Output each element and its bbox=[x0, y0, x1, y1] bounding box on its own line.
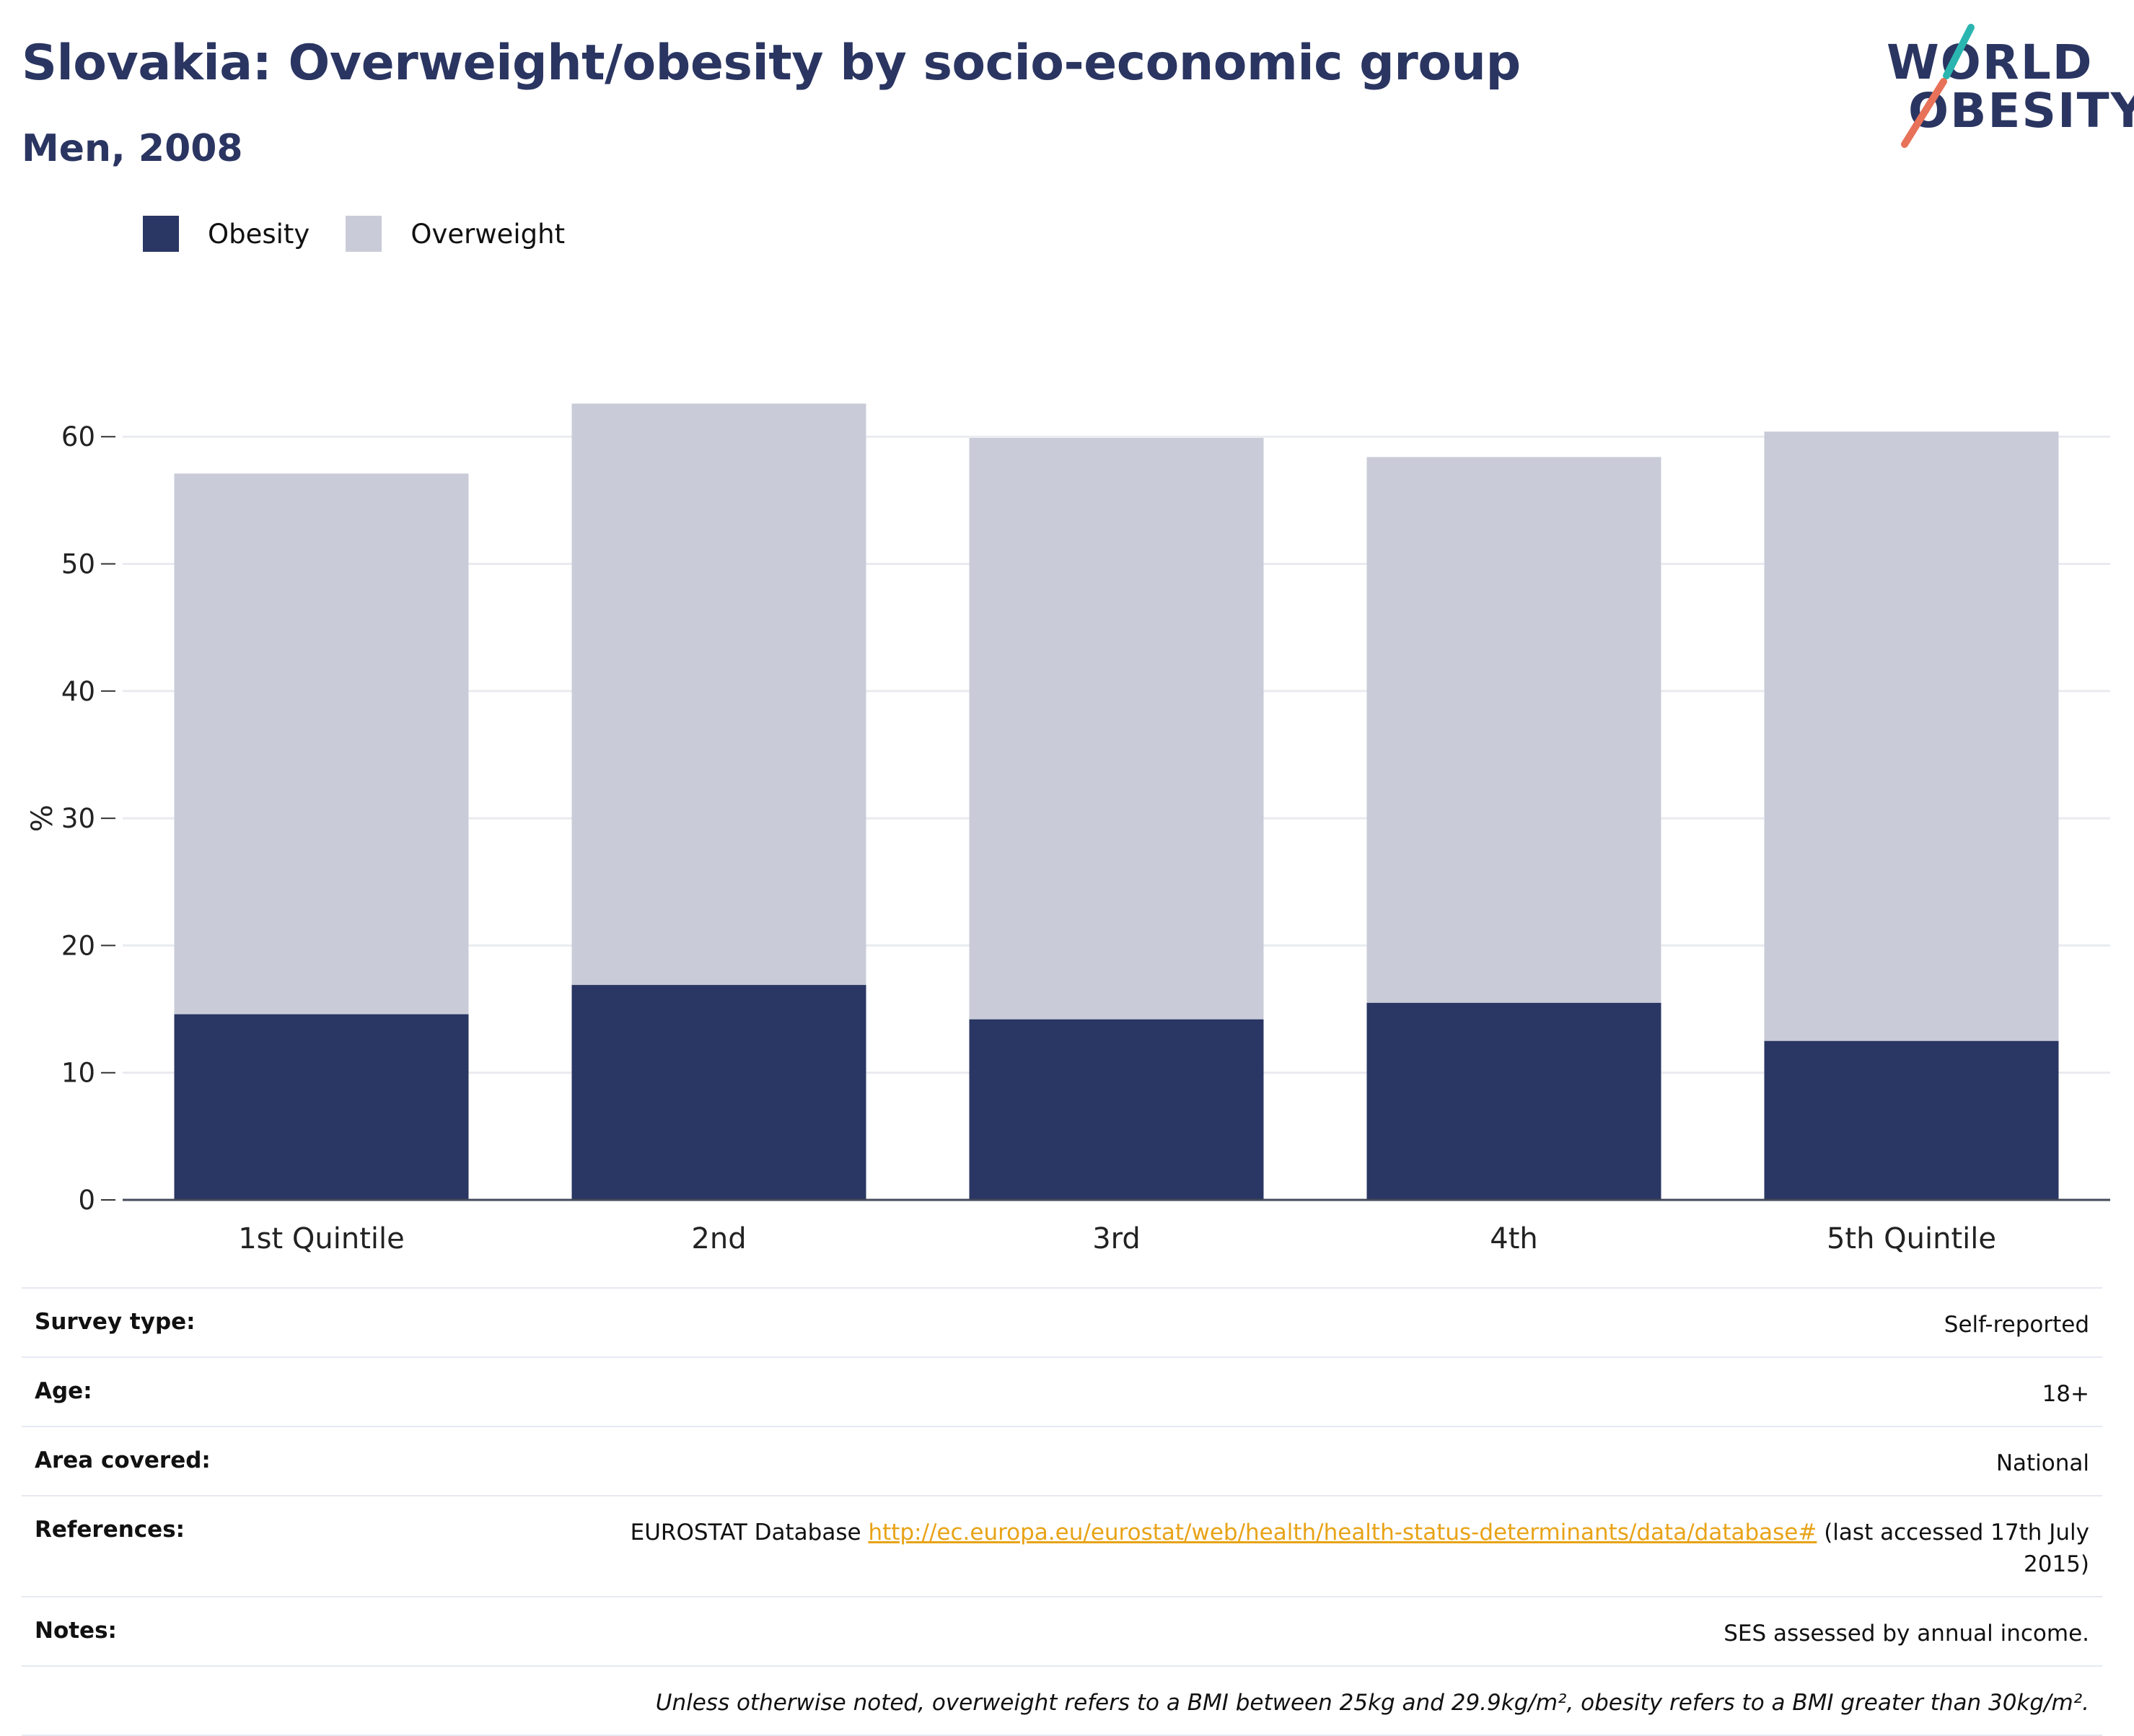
bar-overweight-1 bbox=[174, 473, 469, 1014]
legend-label-obesity: Obesity bbox=[208, 218, 310, 250]
y-tick-label: 50 bbox=[61, 549, 95, 580]
x-tick-label: 2nd bbox=[691, 1222, 746, 1255]
info-key-notes: Notes: bbox=[35, 1618, 117, 1644]
logo-word-obesity: OBESITY bbox=[1908, 83, 2134, 139]
legend-item-obesity[interactable]: Obesity bbox=[143, 216, 309, 252]
x-tick-label: 5th Quintile bbox=[1827, 1222, 1996, 1255]
info-row-area: Area covered: National bbox=[22, 1426, 2102, 1495]
info-row-notes: Notes: SES assessed by annual income. bbox=[22, 1596, 2102, 1665]
info-table: Survey type: Self-reported Age: 18+ Area… bbox=[22, 1287, 2102, 1736]
y-tick-label: 20 bbox=[61, 930, 95, 961]
info-value-area: National bbox=[1995, 1450, 2089, 1476]
logo-slash-icon bbox=[1901, 24, 1975, 148]
info-key-area: Area covered: bbox=[35, 1447, 211, 1473]
info-row-survey-type: Survey type: Self-reported bbox=[22, 1287, 2102, 1356]
bar-chart: 0 10 20 30 40 50 60% 1st Quintile 2nd 3rd 4th 5th Q… bbox=[26, 403, 2110, 1255]
legend-label-overweight: Overweight bbox=[410, 218, 566, 250]
y-tick-label: 0 bbox=[78, 1185, 95, 1216]
bar-overweight-5 bbox=[1764, 431, 2059, 1041]
legend-item-overweight[interactable]: Overweight bbox=[346, 216, 565, 252]
x-tick-label: 4th bbox=[1490, 1222, 1537, 1255]
logo-word-world: WORLD bbox=[1887, 35, 2094, 90]
chart-legend: Obesity Overweight bbox=[143, 215, 601, 253]
bar-obesity-3 bbox=[969, 1019, 1264, 1200]
world-obesity-logo: WORLD OBESITY bbox=[1883, 22, 2134, 152]
x-tick-label: 3rd bbox=[1092, 1222, 1141, 1255]
info-key-survey-type: Survey type: bbox=[35, 1309, 196, 1335]
info-row-age: Age: 18+ bbox=[22, 1356, 2102, 1426]
bar-obesity-5 bbox=[1764, 1040, 2059, 1200]
info-key-age: Age: bbox=[35, 1378, 92, 1404]
y-tick-label: 60 bbox=[61, 421, 95, 452]
y-tick-label: 40 bbox=[61, 676, 95, 707]
y-tick-label: 30 bbox=[61, 803, 95, 834]
chart-subtitle: Men, 2008 bbox=[22, 127, 243, 170]
info-value-survey-type: Self-reported bbox=[1944, 1312, 2089, 1338]
reference-source: EUROSTAT Database bbox=[630, 1520, 869, 1546]
info-key-references: References: bbox=[35, 1517, 185, 1543]
reference-link[interactable]: http://ec.europa.eu/eurostat/web/health/… bbox=[868, 1520, 1817, 1546]
info-value-age: 18+ bbox=[2042, 1381, 2089, 1407]
info-value-notes: SES assessed by annual income. bbox=[1724, 1621, 2089, 1647]
bmi-footnote: Unless otherwise noted, overweight refer… bbox=[655, 1690, 2089, 1716]
legend-swatch-obesity bbox=[143, 216, 179, 252]
legend-swatch-overweight bbox=[346, 216, 382, 252]
bar-overweight-2 bbox=[571, 403, 866, 986]
info-row-footnote: Unless otherwise noted, overweight refer… bbox=[22, 1665, 2102, 1736]
y-axis-label: % bbox=[26, 805, 59, 832]
x-tick-label: 1st Quintile bbox=[238, 1222, 405, 1255]
chart-title: Slovakia: Overweight/obesity by socio-ec… bbox=[22, 35, 1521, 92]
bar-overweight-4 bbox=[1366, 457, 1661, 1003]
bar-obesity-4 bbox=[1366, 1002, 1661, 1200]
info-row-references: References: EUROSTAT Database http://ec.… bbox=[22, 1495, 2102, 1596]
bar-overweight-3 bbox=[969, 437, 1264, 1020]
info-value-references: EUROSTAT Database http://ec.europa.eu/eu… bbox=[589, 1517, 2089, 1580]
bar-obesity-2 bbox=[571, 985, 866, 1200]
reference-access-date: (last accessed 17th July 2015) bbox=[1817, 1520, 2089, 1577]
bar-obesity-1 bbox=[174, 1014, 469, 1200]
y-tick-label: 10 bbox=[61, 1058, 95, 1089]
